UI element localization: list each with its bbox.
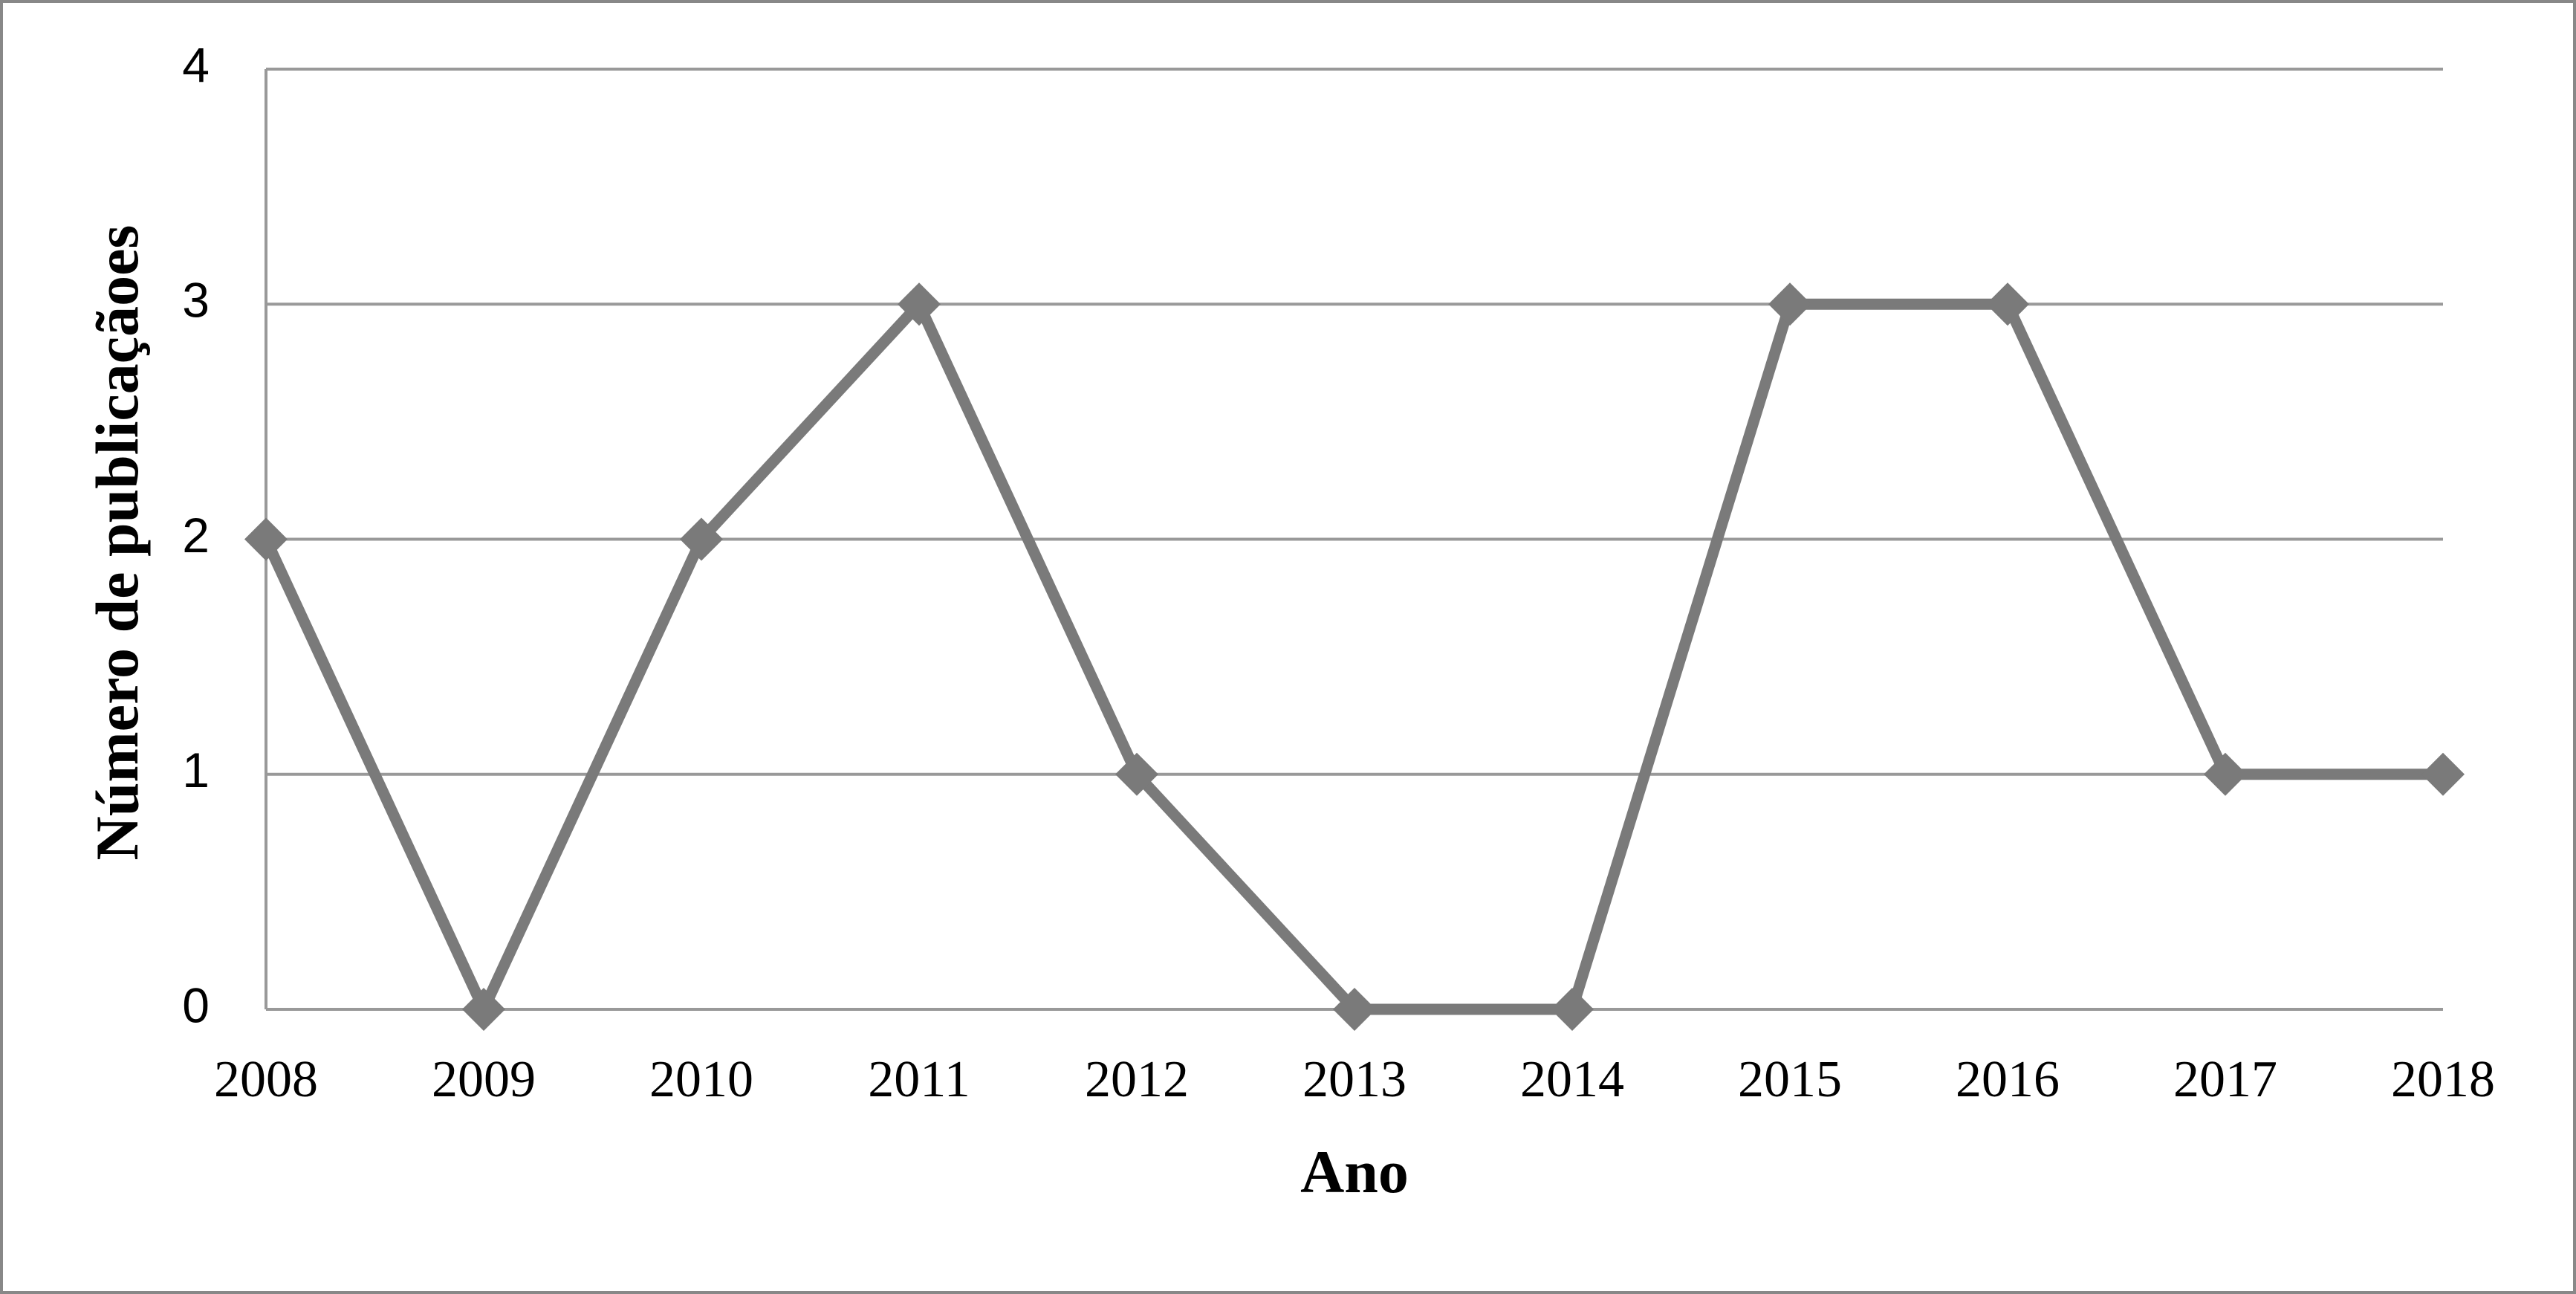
data-marker bbox=[1115, 752, 1158, 796]
x-tick-label: 2011 bbox=[868, 1051, 970, 1108]
x-tick-label: 2018 bbox=[2391, 1051, 2495, 1108]
x-tick-label: 2013 bbox=[1302, 1051, 1407, 1108]
x-tick-label: 2015 bbox=[1738, 1051, 1842, 1108]
x-tick-label: 2008 bbox=[214, 1051, 318, 1108]
data-marker bbox=[1551, 988, 1594, 1031]
data-marker bbox=[2421, 752, 2465, 796]
x-tick-label: 2014 bbox=[1520, 1051, 1624, 1108]
x-axis-title: Ano bbox=[1300, 1138, 1409, 1206]
x-tick-label: 2010 bbox=[649, 1051, 753, 1108]
y-tick-label: 1 bbox=[182, 743, 210, 798]
data-marker bbox=[1333, 988, 1376, 1031]
y-tick-label: 3 bbox=[182, 273, 210, 328]
data-marker bbox=[898, 282, 941, 326]
x-tick-label: 2012 bbox=[1085, 1051, 1189, 1108]
x-tick-label: 2017 bbox=[2173, 1051, 2277, 1108]
x-tick-label: 2009 bbox=[432, 1051, 536, 1108]
data-marker bbox=[1986, 282, 2029, 326]
data-marker bbox=[680, 517, 723, 561]
data-marker bbox=[244, 517, 288, 561]
y-tick-label: 0 bbox=[182, 977, 210, 1032]
data-marker bbox=[1768, 282, 1811, 326]
y-tick-label: 4 bbox=[182, 37, 210, 92]
x-tick-label: 2016 bbox=[1956, 1051, 2060, 1108]
data-marker bbox=[462, 988, 505, 1031]
y-tick-label: 2 bbox=[182, 508, 210, 563]
data-marker bbox=[2204, 752, 2247, 796]
y-axis-title: Número de publicaçãoes bbox=[83, 225, 151, 861]
